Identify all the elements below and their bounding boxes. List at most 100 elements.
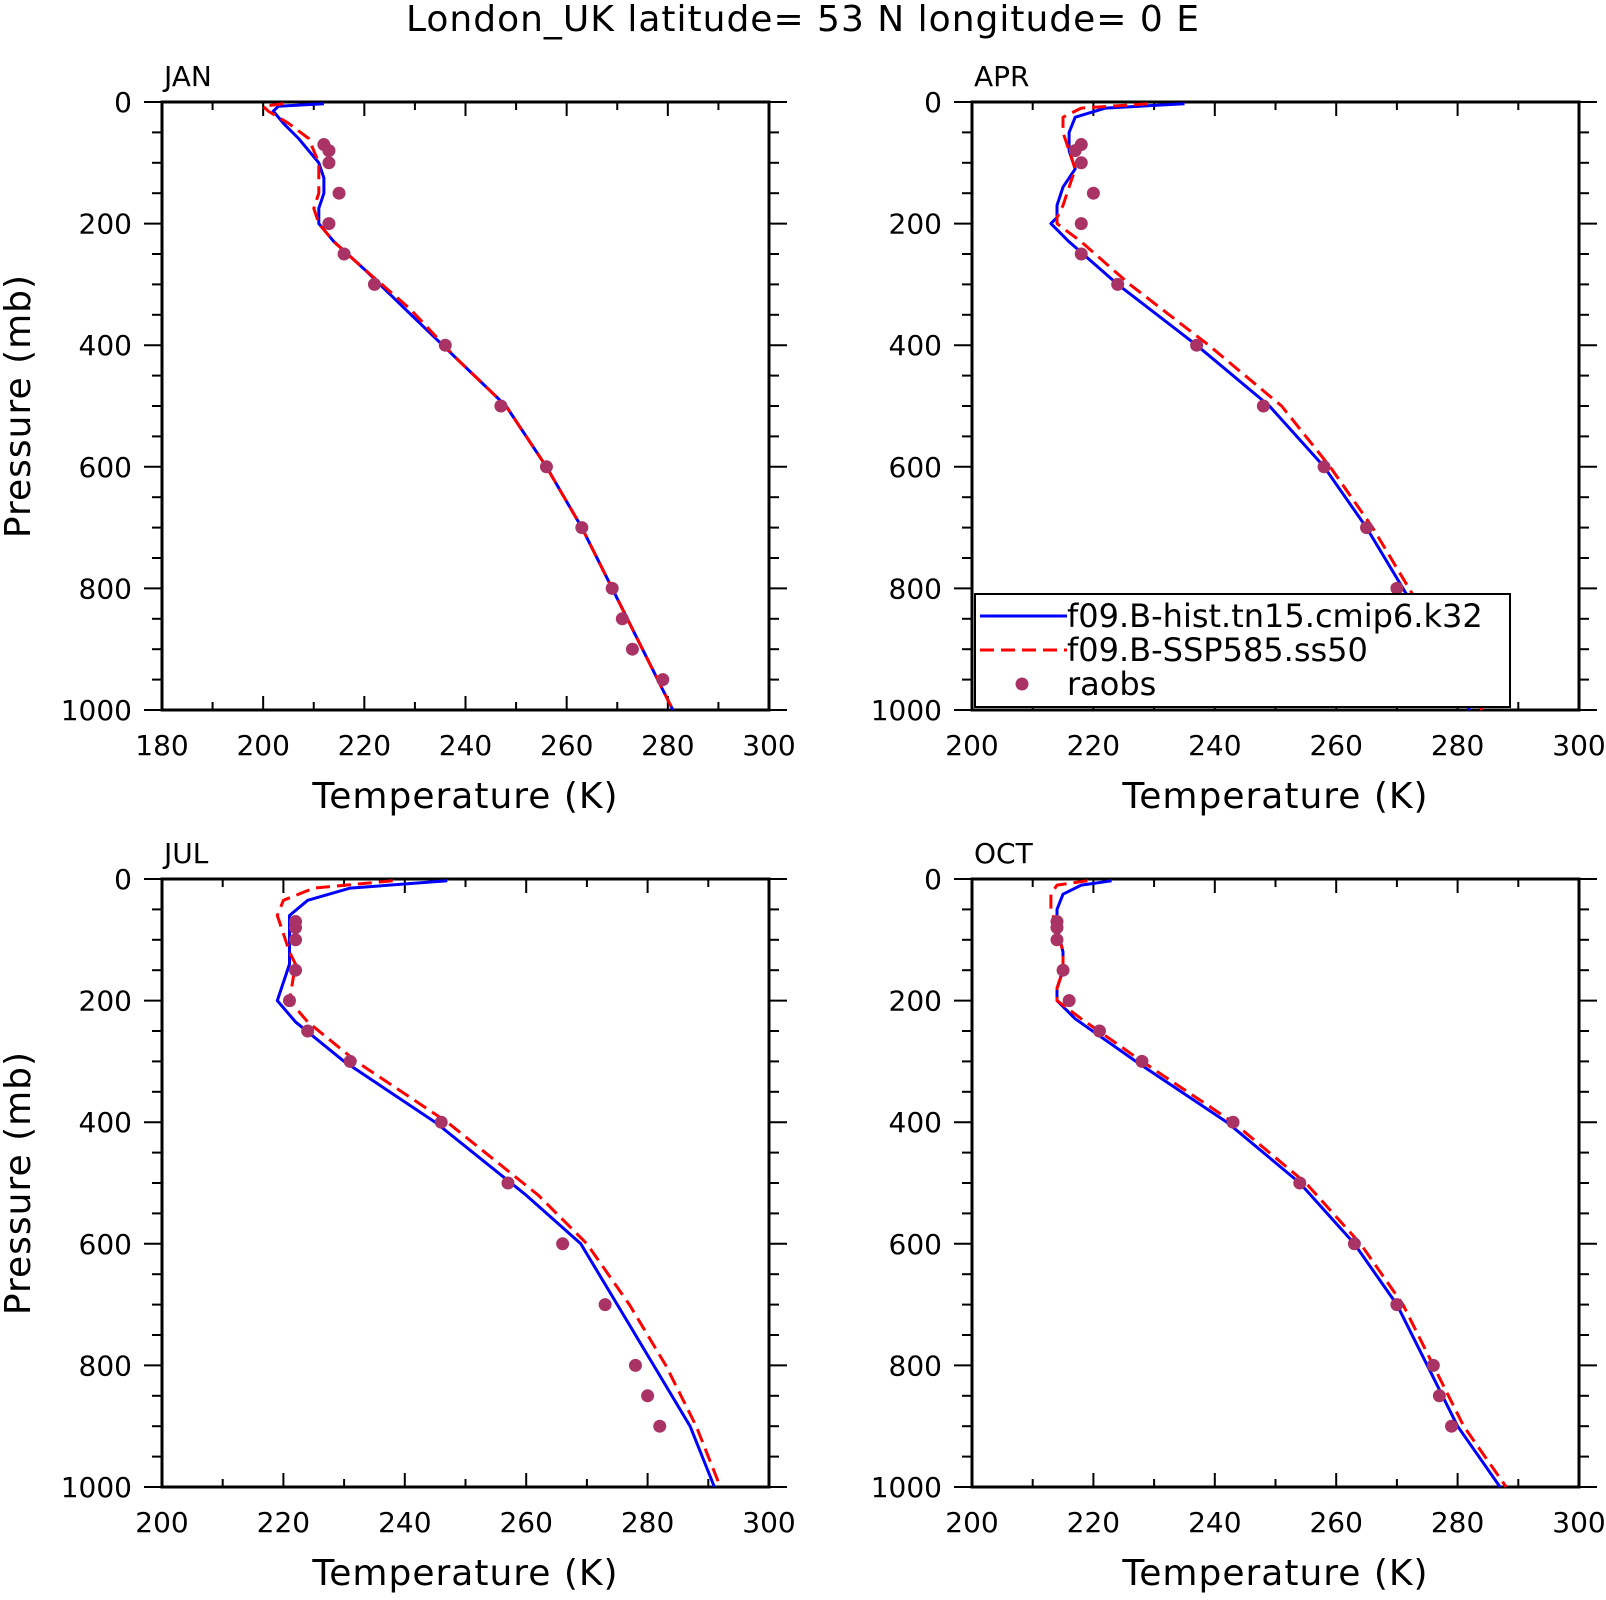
raobs-point: [1432, 1389, 1446, 1403]
x-tick-label: 260: [540, 729, 593, 762]
y-tick-label: 600: [889, 1228, 942, 1261]
figure-title: London_UK latitude= 53 N longitude= 0 E: [405, 0, 1201, 40]
panel-label: JUL: [162, 837, 209, 870]
y-tick-label: 200: [79, 208, 132, 241]
raobs-point: [1086, 186, 1100, 200]
raobs-point: [556, 1237, 570, 1251]
y-tick-label: 1000: [61, 1471, 132, 1504]
plot-frame: [160, 877, 771, 1489]
x-tick-label: 180: [135, 729, 188, 762]
raobs-point: [494, 399, 508, 413]
y-tick-label: 800: [79, 572, 132, 605]
raobs-point: [1074, 156, 1088, 170]
legend-marker-raobs: [1015, 677, 1029, 691]
y-tick-label: 200: [79, 985, 132, 1018]
y-tick-label: 600: [79, 1228, 132, 1261]
x-tick-label: 240: [439, 729, 492, 762]
raobs-point: [501, 1176, 515, 1190]
raobs-point: [1068, 144, 1082, 158]
raobs-point: [605, 581, 619, 595]
raobs-point: [1226, 1115, 1240, 1129]
panel-label: JAN: [162, 60, 212, 93]
panel-oct: 200 220 240 260 280 300 0 200 400 600 800 1000 OCT Te…: [871, 837, 1606, 1594]
y-tick-label: 400: [889, 329, 942, 362]
raobs-point: [289, 963, 303, 977]
raobs-point: [1317, 460, 1331, 474]
raobs-point: [1135, 1054, 1149, 1068]
raobs-point: [332, 186, 346, 200]
panel-jan: 180 200 220 240 260 280 300 0 200 400 600 800 1000 JA…: [0, 60, 796, 817]
x-tick-label: 280: [1431, 1506, 1484, 1539]
x-tick-label: 300: [1552, 729, 1605, 762]
raobs-point: [289, 921, 303, 935]
x-tick-label: 220: [338, 729, 391, 762]
raobs-point: [337, 247, 351, 261]
raobs-point: [539, 460, 553, 474]
y-axis-title: Pressure (mb): [0, 274, 39, 538]
raobs-point: [615, 612, 629, 626]
raobs-point: [1062, 994, 1076, 1008]
x-tick-label: 300: [742, 1506, 795, 1539]
x-tick-label: 200: [236, 729, 289, 762]
x-tick-label: 220: [257, 1506, 310, 1539]
raobs-point: [1092, 1024, 1106, 1038]
legend-label: f09.B-hist.tn15.cmip6.k32: [1067, 597, 1483, 635]
y-tick-label: 400: [889, 1106, 942, 1139]
x-tick-label: 200: [945, 1506, 998, 1539]
raobs-point: [1190, 338, 1204, 352]
raobs-point: [1360, 521, 1374, 535]
raobs-point: [598, 1298, 612, 1312]
y-tick-label: 0: [924, 863, 942, 896]
y-tick-label: 0: [114, 863, 132, 896]
raobs-point: [1256, 399, 1270, 413]
y-tick-label: 800: [889, 572, 942, 605]
y-tick-label: 600: [79, 451, 132, 484]
y-axis-title: Pressure (mb): [0, 1051, 39, 1315]
series-line-ssp585: [1049, 879, 1508, 1488]
x-tick-label: 240: [378, 1506, 431, 1539]
y-tick-label: 600: [889, 451, 942, 484]
raobs-point: [322, 156, 336, 170]
raobs-point: [343, 1054, 357, 1068]
x-tick-label: 280: [1431, 729, 1484, 762]
raobs-point: [322, 217, 336, 231]
raobs-point: [1074, 247, 1088, 261]
x-tick-label: 280: [641, 729, 694, 762]
x-tick-label: 260: [1309, 729, 1362, 762]
raobs-point: [289, 933, 303, 947]
x-axis-title: Temperature (K): [1121, 776, 1428, 817]
raobs-point: [1050, 921, 1064, 935]
raobs-point: [301, 1024, 315, 1038]
raobs-point: [438, 338, 452, 352]
x-tick-label: 240: [1188, 729, 1241, 762]
raobs-point: [1111, 277, 1125, 291]
panel-jul: 200 220 240 260 280 300 0 200 400 600 800 1000 JUL Te…: [0, 837, 796, 1594]
raobs-point: [575, 521, 589, 535]
raobs-point: [367, 277, 381, 291]
x-tick-label: 300: [1552, 1506, 1605, 1539]
x-tick-label: 300: [742, 729, 795, 762]
series-line-ssp585: [275, 879, 722, 1488]
raobs-point: [625, 642, 639, 656]
y-tick-label: 1000: [61, 694, 132, 727]
raobs-point: [1445, 1419, 1459, 1433]
y-tick-label: 800: [79, 1349, 132, 1382]
panel-label: OCT: [974, 837, 1034, 870]
raobs-point: [1293, 1176, 1307, 1190]
x-tick-label: 240: [1188, 1506, 1241, 1539]
legend: f09.B-hist.tn15.cmip6.k32f09.B-SSP585.ss…: [974, 593, 1511, 708]
raobs-point: [628, 1358, 642, 1372]
x-axis-title: Temperature (K): [311, 776, 618, 817]
raobs-point: [282, 994, 296, 1008]
raobs-point: [1426, 1358, 1440, 1372]
raobs-point: [1390, 1298, 1404, 1312]
y-tick-label: 200: [889, 985, 942, 1018]
x-tick-label: 260: [1309, 1506, 1362, 1539]
x-axis-title: Temperature (K): [311, 1553, 618, 1594]
y-tick-label: 1000: [871, 1471, 942, 1504]
raobs-point: [1050, 933, 1064, 947]
x-tick-label: 220: [1067, 1506, 1120, 1539]
legend-label: raobs: [1067, 665, 1156, 703]
x-tick-label: 260: [499, 1506, 552, 1539]
